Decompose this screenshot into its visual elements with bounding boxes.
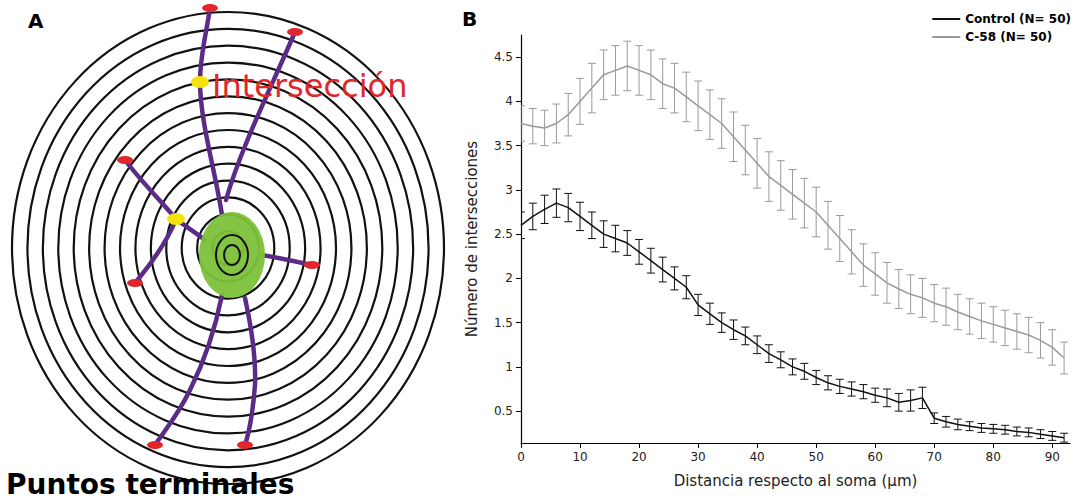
svg-text:90: 90 xyxy=(1045,450,1060,464)
svg-text:20: 20 xyxy=(631,450,646,464)
svg-text:A: A xyxy=(28,9,44,33)
svg-text:Distancia respecto al soma (µm: Distancia respecto al soma (µm) xyxy=(674,472,918,490)
svg-text:0.5: 0.5 xyxy=(494,404,513,418)
svg-text:80: 80 xyxy=(986,450,1001,464)
svg-text:30: 30 xyxy=(690,450,705,464)
svg-text:1.5: 1.5 xyxy=(494,316,513,330)
svg-text:4.5: 4.5 xyxy=(494,50,513,64)
svg-text:40: 40 xyxy=(749,450,764,464)
svg-text:C-58 (N= 50): C-58 (N= 50) xyxy=(965,30,1052,44)
svg-text:0: 0 xyxy=(517,450,525,464)
svg-text:1: 1 xyxy=(505,360,513,374)
svg-text:Número de intersecciones: Número de intersecciones xyxy=(463,141,481,337)
svg-text:60: 60 xyxy=(868,450,883,464)
svg-text:3: 3 xyxy=(505,183,513,197)
svg-text:Control (N= 50): Control (N= 50) xyxy=(965,12,1071,26)
svg-text:2.5: 2.5 xyxy=(494,227,513,241)
svg-text:4: 4 xyxy=(505,94,513,108)
svg-text:2: 2 xyxy=(505,271,513,285)
svg-text:3.5: 3.5 xyxy=(494,139,513,153)
svg-text:50: 50 xyxy=(809,450,824,464)
svg-text:10: 10 xyxy=(572,450,587,464)
svg-text:Puntos terminales: Puntos terminales xyxy=(6,468,294,501)
svg-text:Intersección: Intersección xyxy=(212,67,407,105)
svg-text:B: B xyxy=(462,7,477,31)
svg-text:70: 70 xyxy=(927,450,942,464)
